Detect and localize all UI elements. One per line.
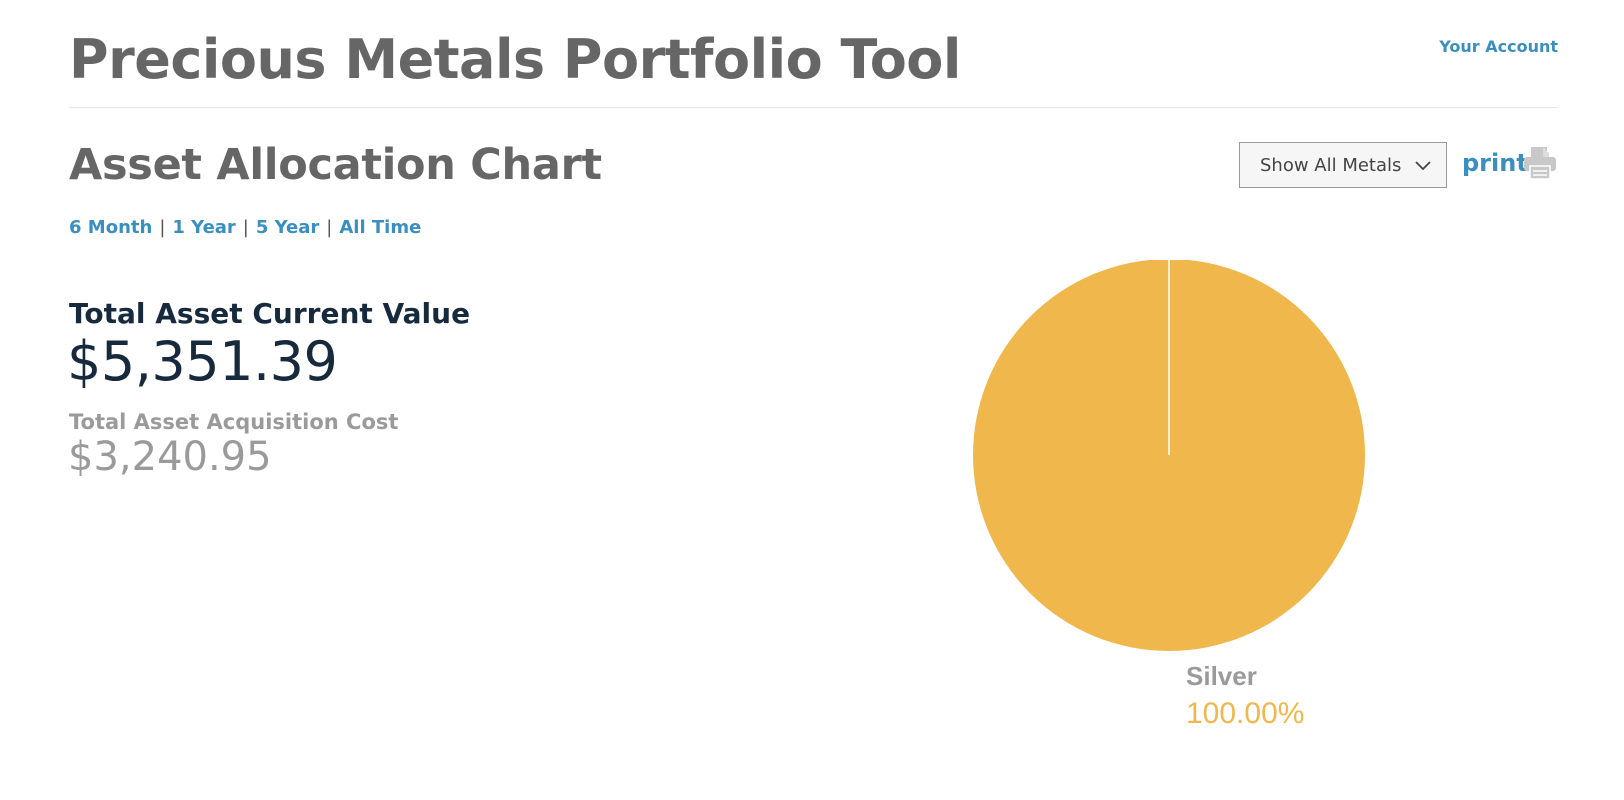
range-separator: | xyxy=(242,217,249,238)
range-separator: | xyxy=(326,217,333,238)
acquisition-cost-value: $3,240.95 xyxy=(68,434,272,480)
acquisition-cost-label: Total Asset Acquisition Cost xyxy=(69,410,399,434)
time-range-links: 6 Month | 1 Year | 5 Year | All Time xyxy=(69,217,421,238)
section-title: Asset Allocation Chart xyxy=(69,140,602,190)
current-value-label: Total Asset Current Value xyxy=(69,297,471,330)
header-divider xyxy=(69,107,1558,108)
current-value: $5,351.39 xyxy=(67,330,338,393)
printer-icon[interactable] xyxy=(1523,146,1557,180)
site-title: Precious Metals Portfolio Tool xyxy=(69,28,961,91)
range-5-year-link[interactable]: 5 Year xyxy=(255,217,320,238)
range-1-year-link[interactable]: 1 Year xyxy=(172,217,236,238)
asset-allocation-pie-chart: Silver 100.00% xyxy=(973,260,1365,730)
metal-filter-selected-value: Show All Metals xyxy=(1260,154,1402,176)
print-link[interactable]: print xyxy=(1462,149,1528,177)
range-6-month-link[interactable]: 6 Month xyxy=(69,217,153,238)
pie-slice-silver xyxy=(973,260,1365,651)
range-separator: | xyxy=(159,217,166,238)
pie-slice-percentage: 100.00% xyxy=(1186,697,1304,730)
metal-filter-select[interactable]: Show All Metals xyxy=(1239,142,1447,188)
range-all-time-link[interactable]: All Time xyxy=(339,217,422,238)
your-account-link[interactable]: Your Account xyxy=(1439,37,1558,56)
chevron-down-icon xyxy=(1415,161,1431,171)
pie-slice-label: Silver xyxy=(1186,661,1257,691)
